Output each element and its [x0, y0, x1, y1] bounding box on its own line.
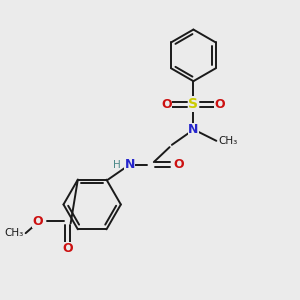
Text: N: N — [188, 123, 199, 136]
Text: O: O — [214, 98, 225, 111]
Text: O: O — [32, 214, 43, 228]
Text: N: N — [124, 158, 135, 171]
Text: H: H — [113, 160, 121, 170]
Text: O: O — [161, 98, 172, 111]
Text: O: O — [173, 158, 184, 171]
Text: CH₃: CH₃ — [218, 136, 238, 146]
Text: S: S — [188, 97, 198, 111]
Text: CH₃: CH₃ — [5, 228, 24, 238]
Text: O: O — [62, 242, 73, 255]
